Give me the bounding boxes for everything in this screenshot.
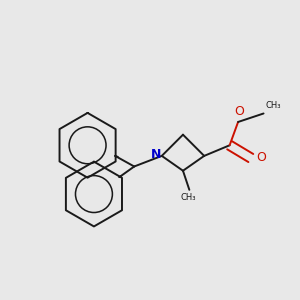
Text: O: O bbox=[234, 105, 244, 119]
Text: N: N bbox=[151, 148, 162, 161]
Text: CH₃: CH₃ bbox=[265, 101, 280, 110]
Text: O: O bbox=[256, 151, 266, 164]
Text: CH₃: CH₃ bbox=[180, 193, 196, 202]
